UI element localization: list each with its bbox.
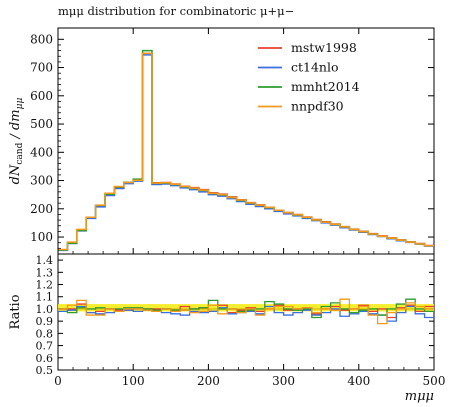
series-mmht2014-histogram	[58, 49, 434, 251]
ratio-y-tick-label: 1.0	[36, 303, 54, 316]
x-tick-label: 100	[122, 374, 145, 388]
x-tick-label: 0	[54, 374, 62, 388]
ratio-histograms	[58, 298, 434, 325]
main-y-tick-label: 400	[30, 145, 53, 159]
main-y-tick-label: 800	[30, 32, 53, 46]
x-tick-label: 300	[272, 374, 295, 388]
main-y-tick-label: 300	[30, 174, 53, 188]
x-tick-label: 400	[347, 374, 370, 388]
x-axis-ticks: 0 100 200 300 400 500	[54, 28, 445, 388]
ratio-y-tick-label: 0.8	[36, 327, 54, 340]
ratio-y-tick-label: 1.3	[36, 266, 54, 279]
ratio-y-tick-label: 0.5	[36, 364, 54, 377]
series-mstw1998-histogram	[58, 52, 434, 251]
x-axis-title: mμμ	[405, 389, 434, 404]
x-tick-label: 200	[197, 374, 220, 388]
legend-label-mstw1998: mstw1998	[291, 40, 357, 55]
main-y-ticks: 100 200 300 400 500 600 700 800	[30, 32, 434, 249]
chart-title: mμμ distribution for combinatoric μ+μ−	[58, 4, 294, 18]
ratio-y-tick-label: 0.9	[36, 315, 54, 328]
legend-label-mmht2014: mmht2014	[291, 79, 360, 94]
ratio-y-tick-label: 0.7	[36, 340, 54, 353]
main-plot-frame	[57, 27, 435, 255]
ratio-series-nnpdf30	[58, 298, 434, 325]
main-y-tick-label: 600	[30, 89, 53, 103]
ratio-y-axis-title: Ratio	[8, 294, 23, 329]
main-y-tick-label: 700	[30, 61, 53, 75]
ratio-y-tick-label: 1.1	[36, 291, 54, 304]
main-y-axis-title: dNcand / dmμμ	[8, 98, 25, 185]
ratio-y-ticks: 0.50.60.70.80.91.01.11.21.31.4	[36, 254, 434, 377]
legend: mstw1998 ct14nlo mmht2014 nnpdf30	[258, 40, 360, 114]
ratio-y-tick-label: 1.2	[36, 279, 54, 292]
series-ct14nlo-histogram	[58, 54, 434, 252]
ratio-y-tick-label: 1.4	[36, 254, 54, 267]
main-histograms	[58, 49, 434, 252]
x-tick-label: 500	[423, 374, 446, 388]
legend-label-nnpdf30: nnpdf30	[291, 99, 344, 114]
main-y-tick-label: 100	[30, 230, 53, 244]
main-y-tick-label: 200	[30, 202, 53, 216]
series-nnpdf30-histogram	[58, 52, 434, 251]
ratio-y-tick-label: 0.6	[36, 352, 54, 365]
legend-label-ct14nlo: ct14nlo	[291, 60, 339, 75]
main-y-tick-label: 500	[30, 117, 53, 131]
